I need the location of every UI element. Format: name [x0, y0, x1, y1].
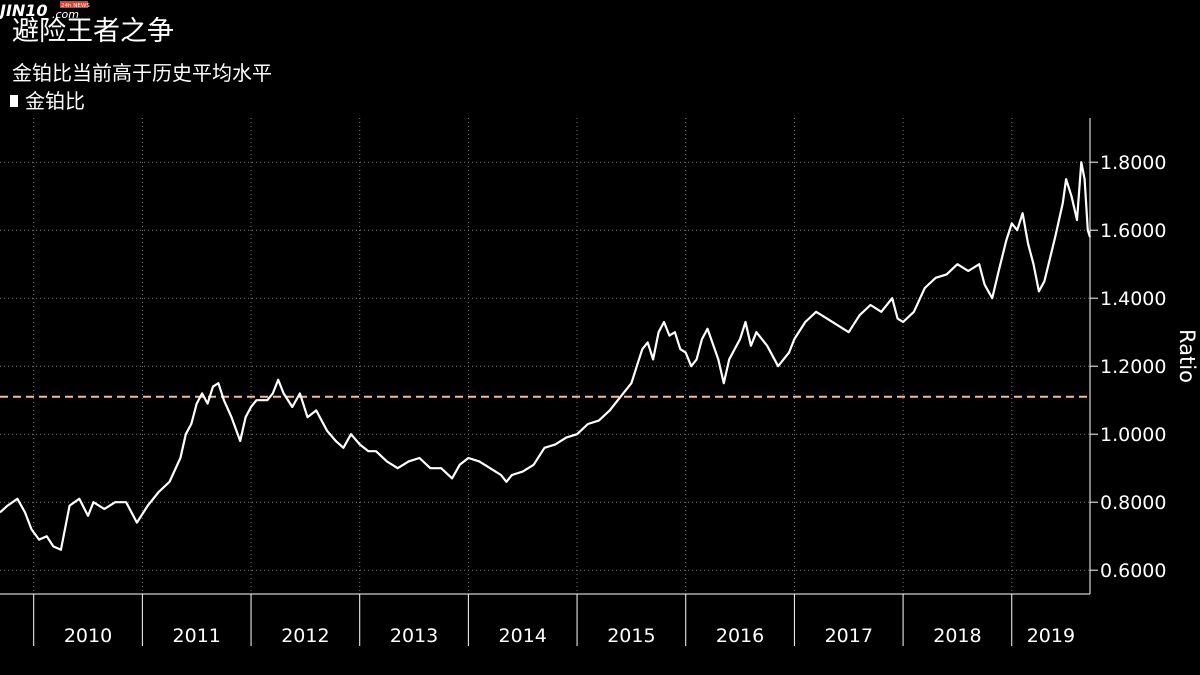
y-tick-label-2: 1.0000: [1100, 424, 1166, 446]
x-tick-label-8: 2018: [933, 625, 981, 647]
y-axis-title: Ratio: [1175, 329, 1199, 383]
y-tick-label-0: 0.6000: [1100, 560, 1166, 582]
x-tick-label-1: 2011: [173, 625, 221, 647]
watermark-suffix: .com: [52, 8, 79, 21]
x-tick-label-2: 2012: [281, 625, 329, 647]
x-tick-label-0: 2010: [64, 625, 112, 647]
y-tick-label-6: 1.8000: [1100, 152, 1166, 174]
chart-subtitle: 金铂比当前高于历史平均水平: [12, 61, 272, 85]
y-tick-label-1: 0.8000: [1100, 492, 1166, 514]
legend-swatch: [10, 95, 18, 107]
x-tick-label-5: 2015: [607, 625, 655, 647]
x-tick-label-4: 2014: [499, 625, 547, 647]
y-tick-label-3: 1.2000: [1100, 356, 1166, 378]
watermark-tag: 24h NEWS: [61, 3, 90, 9]
y-tick-label-4: 1.4000: [1100, 288, 1166, 310]
series-line-0: [0, 161, 1092, 551]
jin10-logo: JIN10 .com 24h NEWS: [0, 1, 90, 21]
x-tick-label-7: 2017: [825, 625, 873, 647]
watermark-main: JIN10: [0, 1, 48, 20]
x-tick-label-3: 2013: [390, 625, 438, 647]
y-tick-label-5: 1.6000: [1100, 220, 1166, 242]
x-tick-label-6: 2016: [716, 625, 764, 647]
legend: 金铂比: [10, 87, 85, 115]
legend-label: 金铂比: [25, 89, 85, 113]
chart-title: 避险王者之争: [12, 16, 174, 47]
x-tick-label-9: 2019: [1027, 625, 1075, 647]
watermark-tag-bg: [60, 1, 88, 8]
